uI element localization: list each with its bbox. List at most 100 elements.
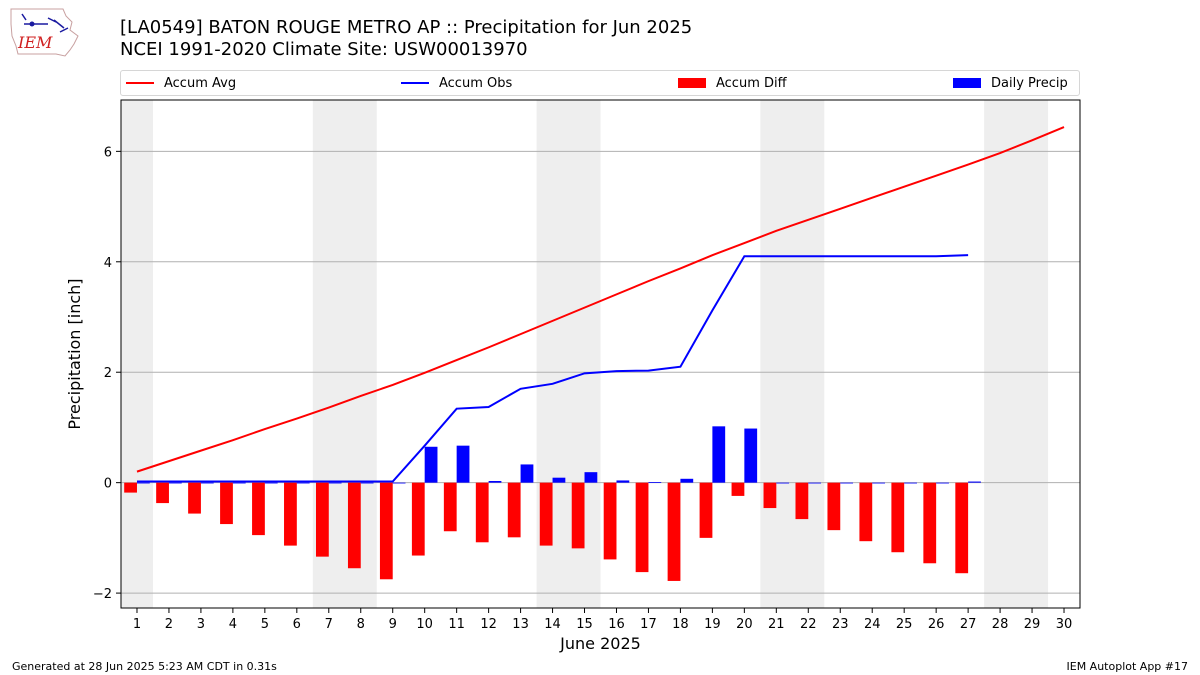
bar-daily-precip (648, 482, 662, 483)
bar-daily-precip (520, 464, 534, 483)
bar-daily-precip (936, 482, 949, 484)
bar-accum-diff (635, 482, 649, 573)
bar-accum-diff (859, 482, 873, 542)
footer-app: IEM Autoplot App #17 (1066, 660, 1189, 673)
weekend-band-4 (984, 100, 1049, 608)
bar-accum-diff (379, 482, 393, 580)
bar-daily-precip (968, 481, 981, 483)
x-tick-label: 7 (325, 617, 333, 632)
legend-swatch-accum-diff (678, 78, 706, 88)
x-tick-label: 3 (197, 617, 205, 632)
footer-generated: Generated at 28 Jun 2025 5:23 AM CDT in … (12, 660, 277, 673)
bar-accum-diff (443, 482, 457, 532)
bar-daily-precip (200, 482, 214, 484)
legend-item-accum-avg: Accum Avg (126, 71, 236, 95)
bar-accum-diff (955, 482, 969, 574)
legend-item-accum-obs: Accum Obs (401, 71, 512, 95)
bar-daily-precip (424, 446, 438, 483)
legend-label-accum-obs: Accum Obs (439, 75, 513, 91)
bar-daily-precip (360, 482, 374, 484)
x-tick-label: 5 (261, 617, 269, 632)
bar-daily-precip (680, 478, 694, 483)
bar-accum-diff (156, 482, 169, 504)
x-tick-label: 30 (1056, 617, 1073, 632)
bar-accum-diff (923, 482, 937, 564)
bar-daily-precip (808, 482, 822, 484)
y-tick-label: 4 (104, 256, 112, 271)
bar-daily-precip (232, 482, 246, 484)
x-tick-label: 8 (357, 617, 365, 632)
x-tick-label: 28 (992, 617, 1009, 632)
weekend-band-0 (121, 100, 153, 608)
line-accum-obs (136, 254, 969, 483)
bar-accum-diff (220, 482, 233, 525)
x-tick-label: 18 (672, 617, 689, 632)
bar-accum-diff (795, 482, 809, 520)
legend-label-daily-precip: Daily Precip (991, 75, 1068, 91)
bar-accum-diff (347, 482, 361, 569)
plot-frame (120, 99, 1081, 609)
legend-swatch-accum-obs (401, 82, 429, 84)
iem-logo: IEM (10, 8, 79, 57)
bar-accum-diff (507, 482, 521, 538)
bar-daily-precip (616, 480, 630, 483)
x-tick-label: 20 (736, 617, 753, 632)
x-tick-label: 15 (576, 617, 593, 632)
bar-accum-diff (539, 482, 553, 546)
x-tick-label: 10 (416, 617, 433, 632)
x-tick-label: 22 (800, 617, 817, 632)
bar-daily-precip (392, 482, 406, 484)
bar-daily-precip (872, 482, 886, 484)
y-tick-label: 6 (104, 145, 112, 160)
bar-accum-diff (315, 482, 329, 557)
x-tick-label: 23 (832, 617, 849, 632)
chart-subtitle: NCEI 1991-2020 Climate Site: USW00013970 (120, 39, 528, 60)
y-tick-label: −2 (93, 587, 112, 602)
bar-daily-precip (584, 472, 598, 483)
legend-swatch-daily-precip (953, 78, 981, 88)
bar-accum-diff (284, 482, 297, 546)
bar-daily-precip (904, 482, 917, 484)
bar-accum-diff (124, 482, 137, 493)
bar-accum-diff (731, 482, 745, 496)
logo-text: IEM (17, 33, 53, 52)
weekend-band-3 (760, 100, 825, 608)
x-tick-label: 19 (704, 617, 721, 632)
x-tick-label: 27 (960, 617, 977, 632)
bar-accum-diff (763, 482, 777, 509)
bar-daily-precip (776, 482, 790, 484)
x-tick-label: 2 (165, 617, 173, 632)
legend-item-daily-precip: Daily Precip (953, 71, 1068, 95)
bar-accum-diff (699, 482, 713, 538)
bar-accum-diff (252, 482, 265, 536)
x-tick-label: 21 (768, 617, 785, 632)
bar-accum-diff (411, 482, 425, 556)
bar-daily-precip (552, 477, 566, 483)
x-tick-label: 16 (608, 617, 625, 632)
x-tick-label: 25 (896, 617, 913, 632)
bar-daily-precip (840, 482, 854, 484)
bar-daily-precip (456, 445, 470, 483)
legend-label-accum-diff: Accum Diff (716, 75, 787, 91)
bar-accum-diff (603, 482, 617, 560)
x-tick-label: 4 (229, 617, 237, 632)
x-tick-label: 29 (1024, 617, 1041, 632)
chart-legend: Accum Avg Accum Obs Accum Diff Daily Pre… (120, 70, 1080, 96)
bar-accum-diff (891, 482, 905, 553)
y-tick-label: 2 (104, 366, 112, 381)
legend-swatch-accum-avg (126, 82, 154, 84)
x-axis-label: June 2025 (559, 634, 641, 653)
bar-daily-precip (712, 426, 726, 483)
x-tick-label: 26 (928, 617, 945, 632)
bar-daily-precip (136, 482, 150, 484)
x-tick-label: 6 (293, 617, 301, 632)
bar-daily-precip (264, 482, 278, 484)
bar-daily-precip (296, 482, 310, 484)
x-tick-label: 14 (544, 617, 561, 632)
x-tick-label: 17 (640, 617, 657, 632)
bar-accum-diff (188, 482, 201, 514)
bar-accum-diff (475, 482, 489, 543)
chart-title: [LA0549] BATON ROUGE METRO AP :: Precipi… (120, 17, 693, 38)
y-tick-label: 0 (104, 477, 112, 492)
